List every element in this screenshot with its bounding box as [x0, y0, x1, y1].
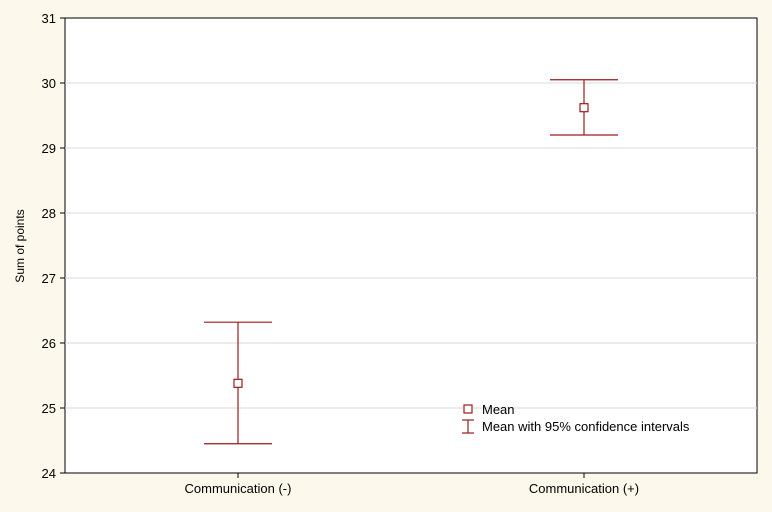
legend-mean-label: Mean: [482, 402, 515, 417]
y-tick-label: 27: [42, 271, 56, 286]
x-tick-label: Communication (-): [185, 481, 292, 496]
error-bar-group: [204, 321, 272, 445]
x-axis: Communication (-) Communication (+): [185, 473, 639, 496]
y-tick-label: 29: [42, 141, 56, 156]
legend-ci-label: Mean with 95% confidence intervals: [482, 419, 690, 434]
y-tick-label: 24: [42, 466, 56, 481]
error-bar-group: [550, 79, 618, 136]
y-tick-label: 26: [42, 336, 56, 351]
mean-point: [579, 103, 589, 113]
mean-point: [233, 378, 243, 388]
data-marks: [204, 79, 618, 445]
y-tick-label: 28: [42, 206, 56, 221]
y-tick-label: 25: [42, 401, 56, 416]
y-tick-label: 30: [42, 76, 56, 91]
legend: Mean Mean with 95% confidence intervals: [462, 402, 690, 434]
legend-mean-marker: [463, 404, 473, 414]
y-axis: 24 25 26 27 28 29 30 31: [42, 11, 65, 481]
y-axis-label: Sum of points: [13, 209, 27, 282]
grid: [65, 82, 757, 409]
x-tick-label: Communication (+): [529, 481, 639, 496]
y-tick-label: 31: [42, 11, 56, 26]
plot-area: [64, 17, 758, 474]
